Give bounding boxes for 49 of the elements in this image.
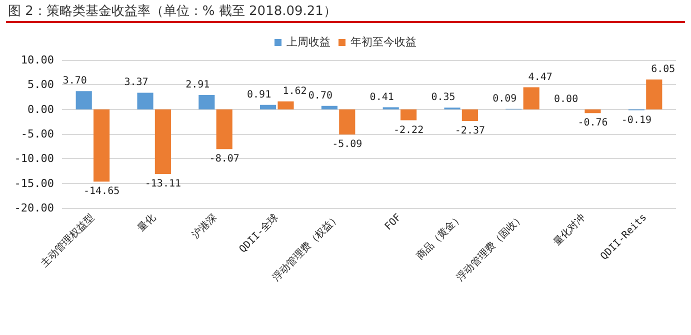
bar (321, 106, 338, 110)
x-tick-label: 量化对冲 (551, 211, 588, 248)
chart-title: 图 2：策略类基金收益率（单位：% 截至 2018.09.21） (8, 3, 336, 20)
bar (339, 109, 356, 134)
bar (198, 94, 215, 110)
bar (154, 109, 171, 174)
bar (260, 104, 276, 110)
bar (462, 109, 478, 122)
y-tick-label: -5.00 (20, 128, 54, 140)
legend-label: 上周收益 (286, 36, 330, 48)
data-label: 0.35 (431, 92, 456, 104)
x-tick-label: 商品（黄金） (414, 211, 465, 262)
y-tick-label: -15.00 (14, 176, 54, 190)
bar (216, 109, 232, 150)
data-label: -2.22 (393, 124, 424, 136)
data-label: 2.91 (186, 79, 210, 90)
data-label: -8.07 (209, 154, 240, 165)
data-label: -2.37 (454, 126, 485, 137)
legend-label: 年初至今收益 (350, 36, 416, 48)
bar (646, 79, 662, 110)
data-label: 3.70 (62, 76, 87, 87)
bar (584, 109, 601, 114)
data-label: 0.91 (247, 89, 272, 100)
data-label: 1.62 (282, 86, 307, 97)
data-label: 0.00 (554, 94, 578, 105)
x-tick-label: 沪港深 (190, 211, 220, 242)
y-tick-label: 5.00 (28, 78, 54, 92)
data-label: 0.09 (492, 93, 517, 104)
bar (76, 91, 92, 110)
y-tick-label: -10.00 (14, 152, 54, 166)
data-label: 0.70 (308, 90, 332, 102)
data-label: -0.19 (621, 114, 652, 126)
data-label: -0.76 (578, 118, 608, 129)
x-tick-label: 量化 (135, 211, 158, 234)
data-label: 6.05 (651, 64, 676, 75)
bar (400, 109, 417, 120)
y-tick-label: 10.00 (20, 54, 54, 66)
data-label: -14.65 (83, 186, 120, 198)
bar (523, 87, 540, 110)
data-label: 0.41 (370, 92, 394, 103)
x-tick-label: FOF (383, 212, 404, 233)
y-tick-label: 0.00 (28, 102, 54, 116)
data-label: 3.37 (124, 77, 148, 88)
data-label: -13.11 (144, 178, 182, 190)
bar (94, 109, 110, 182)
data-label: 4.47 (528, 72, 552, 83)
data-label: -5.09 (332, 138, 362, 150)
bar (137, 92, 154, 110)
bar (278, 101, 294, 110)
